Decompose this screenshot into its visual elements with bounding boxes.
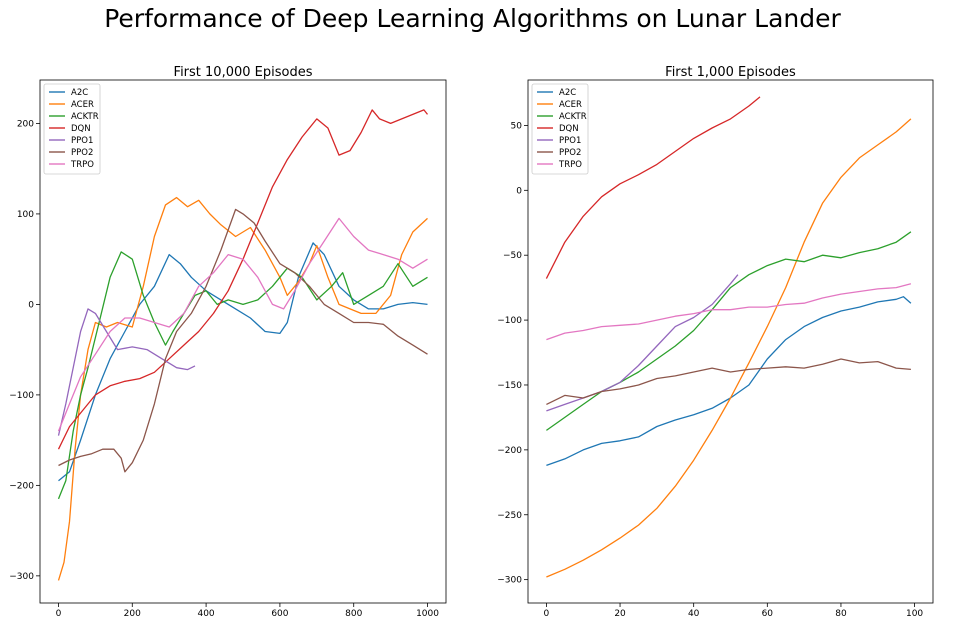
legend-label-a2c: A2C [559, 88, 576, 98]
series-line-ppo2 [58, 208, 428, 473]
x-tick-label: 0 [544, 609, 550, 619]
legend-label-acer: ACER [71, 100, 94, 110]
y-tick-label: 50 [511, 121, 523, 131]
legend-label-dqn: DQN [559, 124, 579, 134]
panel-1-series [57, 109, 429, 581]
y-tick-label: 200 [17, 119, 34, 129]
legend-label-acktr: ACKTR [559, 112, 587, 122]
legend-label-trpo: TRPO [558, 160, 582, 170]
legend-label-ppo1: PPO1 [559, 136, 581, 146]
series-line-a2c [546, 296, 912, 467]
series-line-ppo1 [57, 308, 196, 436]
x-tick-label: 400 [197, 609, 214, 619]
legend-label-dqn: DQN [71, 124, 91, 134]
x-tick-label: 600 [271, 609, 288, 619]
series-line-acer [57, 196, 428, 581]
y-tick-label: 0 [28, 300, 34, 310]
legend-label-acer: ACER [559, 100, 582, 110]
panel-2-series [545, 96, 912, 578]
x-tick-label: 20 [614, 609, 626, 619]
y-tick-label: −250 [497, 511, 522, 521]
figure-title: Performance of Deep Learning Algorithms … [104, 4, 841, 33]
y-tick-label: −100 [497, 316, 522, 326]
legend-label-ppo2: PPO2 [71, 148, 93, 158]
panel-2-title: First 1,000 Episodes [665, 65, 796, 80]
y-tick-label: −100 [9, 391, 34, 401]
series-line-dqn [57, 109, 429, 450]
legend-label-ppo2: PPO2 [559, 148, 581, 158]
x-tick-label: 40 [688, 609, 700, 619]
panel-2-legend: A2C ACER ACKTR DQN PPO1 PPO2 TRPO [531, 83, 589, 175]
y-tick-label: −50 [503, 251, 522, 261]
legend-label-acktr: ACKTR [71, 112, 99, 122]
y-tick-label: −200 [497, 446, 522, 456]
y-tick-label: 100 [17, 210, 34, 220]
panel-1-title: First 10,000 Episodes [174, 65, 313, 80]
panel-1-legend: A2C ACER ACKTR DQN PPO1 PPO2 TRPO [43, 83, 101, 175]
legend-label-a2c: A2C [71, 88, 88, 98]
x-tick-label: 200 [124, 609, 141, 619]
legend-label-trpo: TRPO [70, 160, 94, 170]
series-line-dqn [545, 96, 761, 279]
y-tick-label: −150 [497, 381, 522, 391]
series-line-a2c [58, 242, 428, 482]
x-tick-label: 800 [345, 609, 362, 619]
panel-2-axes-frame [527, 79, 934, 604]
series-line-trpo [546, 283, 912, 341]
x-tick-label: 80 [835, 609, 847, 619]
y-tick-label: −200 [9, 481, 34, 491]
x-tick-label: 1000 [416, 609, 439, 619]
series-line-ppo1 [546, 274, 739, 412]
series-line-ppo2 [546, 358, 911, 405]
legend-label-ppo1: PPO1 [71, 136, 93, 146]
x-tick-label: 0 [56, 609, 62, 619]
y-tick-label: 0 [516, 186, 522, 196]
series-line-trpo [57, 217, 428, 432]
y-tick-label: −300 [497, 576, 522, 586]
series-line-acktr [57, 251, 428, 500]
x-tick-label: 100 [906, 609, 923, 619]
series-line-acer [546, 118, 912, 578]
x-tick-label: 60 [762, 609, 774, 619]
y-tick-label: −300 [9, 572, 34, 582]
panel-2: First 1,000 Episodes 0 20 40 60 80 100 −300 −250… [497, 65, 934, 619]
panel-1-axes-frame [39, 79, 447, 604]
